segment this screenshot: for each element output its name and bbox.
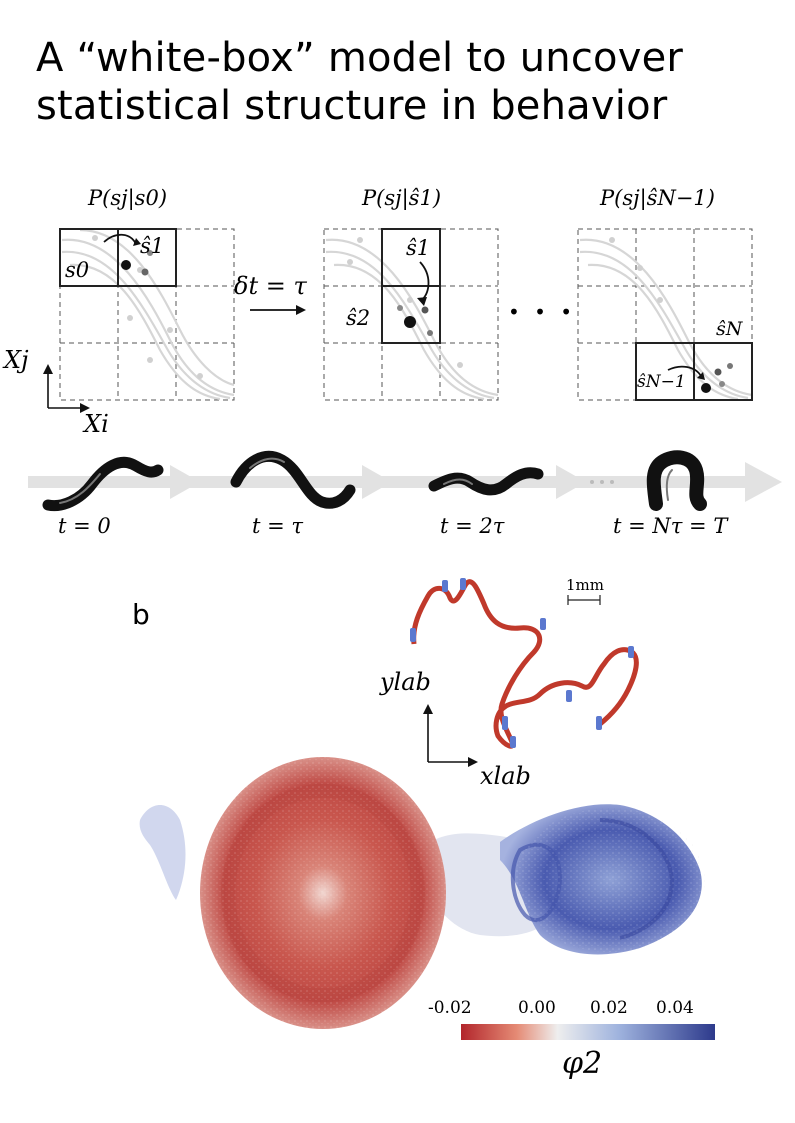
title-line-1: A “white-box” model to uncover [36,35,684,81]
time-label-2: t = 2τ [440,514,505,538]
colorbar [461,1024,715,1040]
axis-xi-label: Xi [84,410,109,438]
worm-posture-2 [230,450,356,509]
title-line-2: statistical structure in behavior [36,83,668,129]
state-s1-hat-label-2: ŝ1 [406,236,431,260]
state-s0-label: s0 [65,258,90,282]
scale-bar-label: 1mm [566,576,604,594]
colorbar-tick-1: 0.00 [518,998,556,1018]
delta-t-arrow [250,305,306,315]
grid-2-header: P(sj|ŝ1) [362,186,442,210]
panel-b-label: b [132,598,150,631]
state-s1-hat-label-1: ŝ1 [140,234,165,258]
ellipsis: • • • [508,300,577,324]
time-label-0: t = 0 [58,514,111,538]
worm-posture-4 [646,450,707,511]
markov-grid-3 [577,228,753,401]
worm-posture-1 [42,456,164,512]
ylab-axis-label: ylab [380,668,431,696]
delta-t-label: δt = τ [234,272,307,300]
page-title: A “white-box” model to uncover statistic… [36,34,776,130]
colorbar-label: φ2 [562,1046,603,1081]
state-sN1-hat-label: ŝN−1 [637,372,686,392]
state-sN-hat-label: ŝN [716,318,743,340]
time-label-1: t = τ [252,514,304,538]
grid-3-header: P(sj|ŝN−1) [600,186,715,210]
markov-grid-1 [59,228,235,401]
colorbar-tick-0: -0.02 [428,998,472,1018]
worm-posture-3 [428,467,544,496]
markov-grid-2 [323,228,499,401]
colorbar-tick-3: 0.04 [656,998,694,1018]
colorbar-tick-2: 0.02 [590,998,628,1018]
axis-xj-label: Xj [4,346,29,374]
grid-1-header: P(sj|s0) [88,186,168,210]
axes-xi-xj [43,364,90,413]
timeline [28,462,782,502]
time-label-3: t = Nτ = T [613,514,728,538]
state-s2-hat-label: ŝ2 [346,306,371,330]
trajectory-plot [410,578,639,767]
xlab-axis-label: xlab [480,762,531,790]
phi2-embedding-cloud [139,757,705,1029]
